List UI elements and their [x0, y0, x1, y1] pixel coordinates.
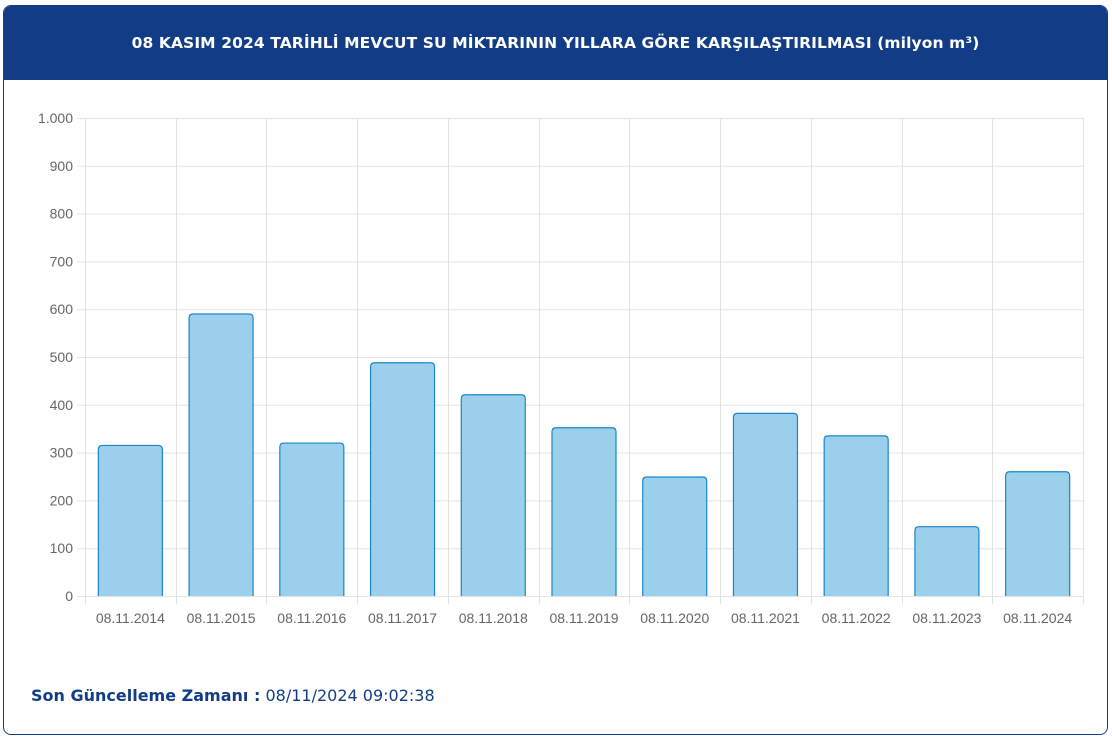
- y-tick-label: 900: [50, 158, 74, 174]
- x-axis-ticks: 08.11.2014 08.11.2015 08.11.2016 08.11.2017…: [96, 610, 1073, 626]
- y-tick-label: 300: [50, 445, 74, 461]
- y-tick-label: 0: [65, 588, 73, 604]
- y-tick-label: 500: [50, 349, 74, 365]
- y-tick-label: 400: [50, 397, 74, 413]
- x-tick-label: 08.11.2023: [912, 610, 981, 626]
- bar-08.11.2020[interactable]: [642, 476, 708, 596]
- y-tick-label: 700: [50, 253, 74, 269]
- x-tick-label: 08.11.2021: [731, 610, 800, 626]
- x-tick-label: 08.11.2022: [822, 610, 891, 626]
- bar-08.11.2021[interactable]: [732, 412, 799, 596]
- bar-08.11.2024[interactable]: [1005, 471, 1071, 596]
- bar-08.11.2016[interactable]: [279, 442, 345, 596]
- y-tick-label: 600: [50, 301, 74, 317]
- x-tick-label: 08.11.2016: [277, 610, 346, 626]
- bar-08.11.2018[interactable]: [460, 394, 526, 596]
- y-tick-label: 100: [50, 540, 74, 556]
- last-update-value: 08/11/2024 09:02:38: [265, 686, 435, 705]
- chart-area: 0 100 200 300 400 500 600 700 800 900 1.000 08.11.…: [4, 80, 1107, 660]
- x-tick-label: 08.11.2017: [368, 610, 437, 626]
- y-tick-label: 800: [50, 206, 74, 222]
- x-tick-label: 08.11.2019: [549, 610, 618, 626]
- bar-08.11.2019[interactable]: [551, 427, 617, 596]
- chart-title: 08 KASIM 2024 TARİHLİ MEVCUT SU MİKTARIN…: [4, 6, 1107, 80]
- x-tick-label: 08.11.2015: [187, 610, 256, 626]
- bar-08.11.2022[interactable]: [823, 435, 889, 596]
- bar-08.11.2017[interactable]: [369, 362, 436, 596]
- last-update-label: Son Güncelleme Zamanı :: [31, 686, 261, 705]
- y-tick-label: 1.000: [38, 110, 73, 126]
- y-axis-ticks: 0 100 200 300 400 500 600 700 800 900 1.000: [38, 110, 73, 604]
- bar-08.11.2023[interactable]: [914, 526, 980, 596]
- chart-card: 08 KASIM 2024 TARİHLİ MEVCUT SU MİKTARIN…: [3, 5, 1108, 735]
- x-tick-label: 08.11.2018: [459, 610, 528, 626]
- bar-08.11.2014[interactable]: [97, 444, 163, 596]
- x-tick-label: 08.11.2014: [96, 610, 165, 626]
- x-tick-label: 08.11.2024: [1003, 610, 1072, 626]
- bar-chart: 0 100 200 300 400 500 600 700 800 900 1.000 08.11.…: [38, 110, 1084, 626]
- bars: [97, 313, 1071, 596]
- last-update: Son Güncelleme Zamanı : 08/11/2024 09:02…: [31, 686, 435, 705]
- x-tick-label: 08.11.2020: [640, 610, 709, 626]
- y-tick-label: 200: [50, 492, 74, 508]
- bar-08.11.2015[interactable]: [188, 313, 254, 596]
